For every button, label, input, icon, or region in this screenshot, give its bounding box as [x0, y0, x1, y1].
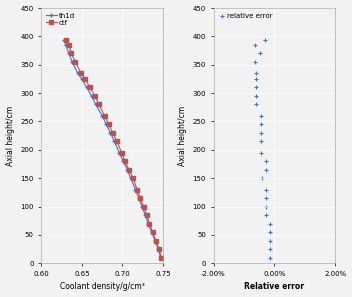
relative error	[253, 94, 259, 98]
th1d	[125, 168, 130, 171]
relative error	[263, 213, 269, 217]
relative error	[268, 230, 273, 234]
relative error	[267, 221, 273, 226]
ctf	[147, 222, 151, 225]
relative error	[262, 38, 268, 43]
relative error	[252, 60, 258, 64]
relative error	[253, 71, 258, 76]
ctf	[83, 77, 87, 81]
th1d	[63, 43, 68, 47]
ctf	[142, 205, 146, 208]
relative error	[257, 51, 263, 56]
th1d	[150, 230, 154, 234]
th1d	[128, 176, 133, 180]
Line: th1d: th1d	[62, 38, 163, 260]
th1d	[108, 131, 112, 135]
relative error	[258, 122, 264, 127]
Legend: relative error: relative error	[217, 12, 274, 20]
ctf	[138, 196, 143, 200]
ctf	[120, 151, 124, 154]
relative error	[268, 238, 273, 243]
relative error	[252, 42, 258, 47]
ctf	[150, 230, 155, 234]
th1d	[143, 213, 147, 217]
th1d	[156, 247, 160, 251]
th1d	[62, 39, 66, 42]
th1d	[112, 140, 117, 143]
ctf	[69, 52, 74, 55]
ctf	[73, 60, 77, 64]
th1d	[137, 196, 141, 200]
ctf	[115, 140, 119, 143]
ctf	[63, 39, 68, 42]
relative error	[263, 167, 269, 172]
th1d	[117, 151, 121, 154]
ctf	[131, 176, 135, 180]
ctf	[135, 188, 139, 191]
relative error	[263, 196, 269, 200]
relative error	[253, 77, 258, 81]
X-axis label: Relative error: Relative error	[244, 282, 304, 291]
th1d	[153, 239, 157, 242]
Line: ctf: ctf	[64, 39, 163, 259]
ctf	[157, 247, 161, 251]
relative error	[258, 139, 264, 144]
relative error	[258, 130, 264, 135]
th1d	[70, 60, 74, 64]
relative error	[253, 102, 259, 107]
ctf	[102, 114, 107, 118]
relative error	[268, 255, 273, 260]
th1d	[84, 86, 89, 89]
th1d	[133, 188, 138, 191]
relative error	[258, 150, 264, 155]
th1d	[121, 159, 125, 163]
relative error	[263, 204, 269, 209]
relative error	[263, 159, 269, 164]
ctf	[93, 94, 97, 98]
th1d	[76, 72, 80, 75]
th1d	[146, 222, 151, 225]
relative error	[263, 187, 269, 192]
th1d	[158, 256, 163, 259]
X-axis label: Coolant density/g/cm³: Coolant density/g/cm³	[60, 282, 145, 291]
ctf	[127, 168, 131, 171]
Y-axis label: Axial height/cm: Axial height/cm	[178, 106, 187, 166]
relative error	[259, 176, 264, 181]
Y-axis label: Axial height/cm: Axial height/cm	[6, 106, 14, 166]
th1d	[67, 52, 71, 55]
th1d	[104, 123, 108, 126]
th1d	[80, 77, 84, 81]
relative error	[253, 85, 259, 90]
th1d	[100, 114, 104, 118]
relative error	[268, 247, 273, 252]
ctf	[88, 86, 92, 89]
th1d	[140, 205, 144, 208]
th1d	[89, 94, 94, 98]
th1d	[94, 103, 98, 106]
ctf	[111, 131, 115, 135]
ctf	[123, 159, 127, 163]
ctf	[97, 103, 101, 106]
relative error	[258, 113, 264, 118]
ctf	[79, 72, 83, 75]
ctf	[107, 123, 111, 126]
ctf	[145, 213, 149, 217]
ctf	[67, 43, 71, 47]
ctf	[159, 256, 164, 259]
ctf	[153, 239, 158, 242]
Legend: th1d, ctf: th1d, ctf	[45, 12, 76, 27]
